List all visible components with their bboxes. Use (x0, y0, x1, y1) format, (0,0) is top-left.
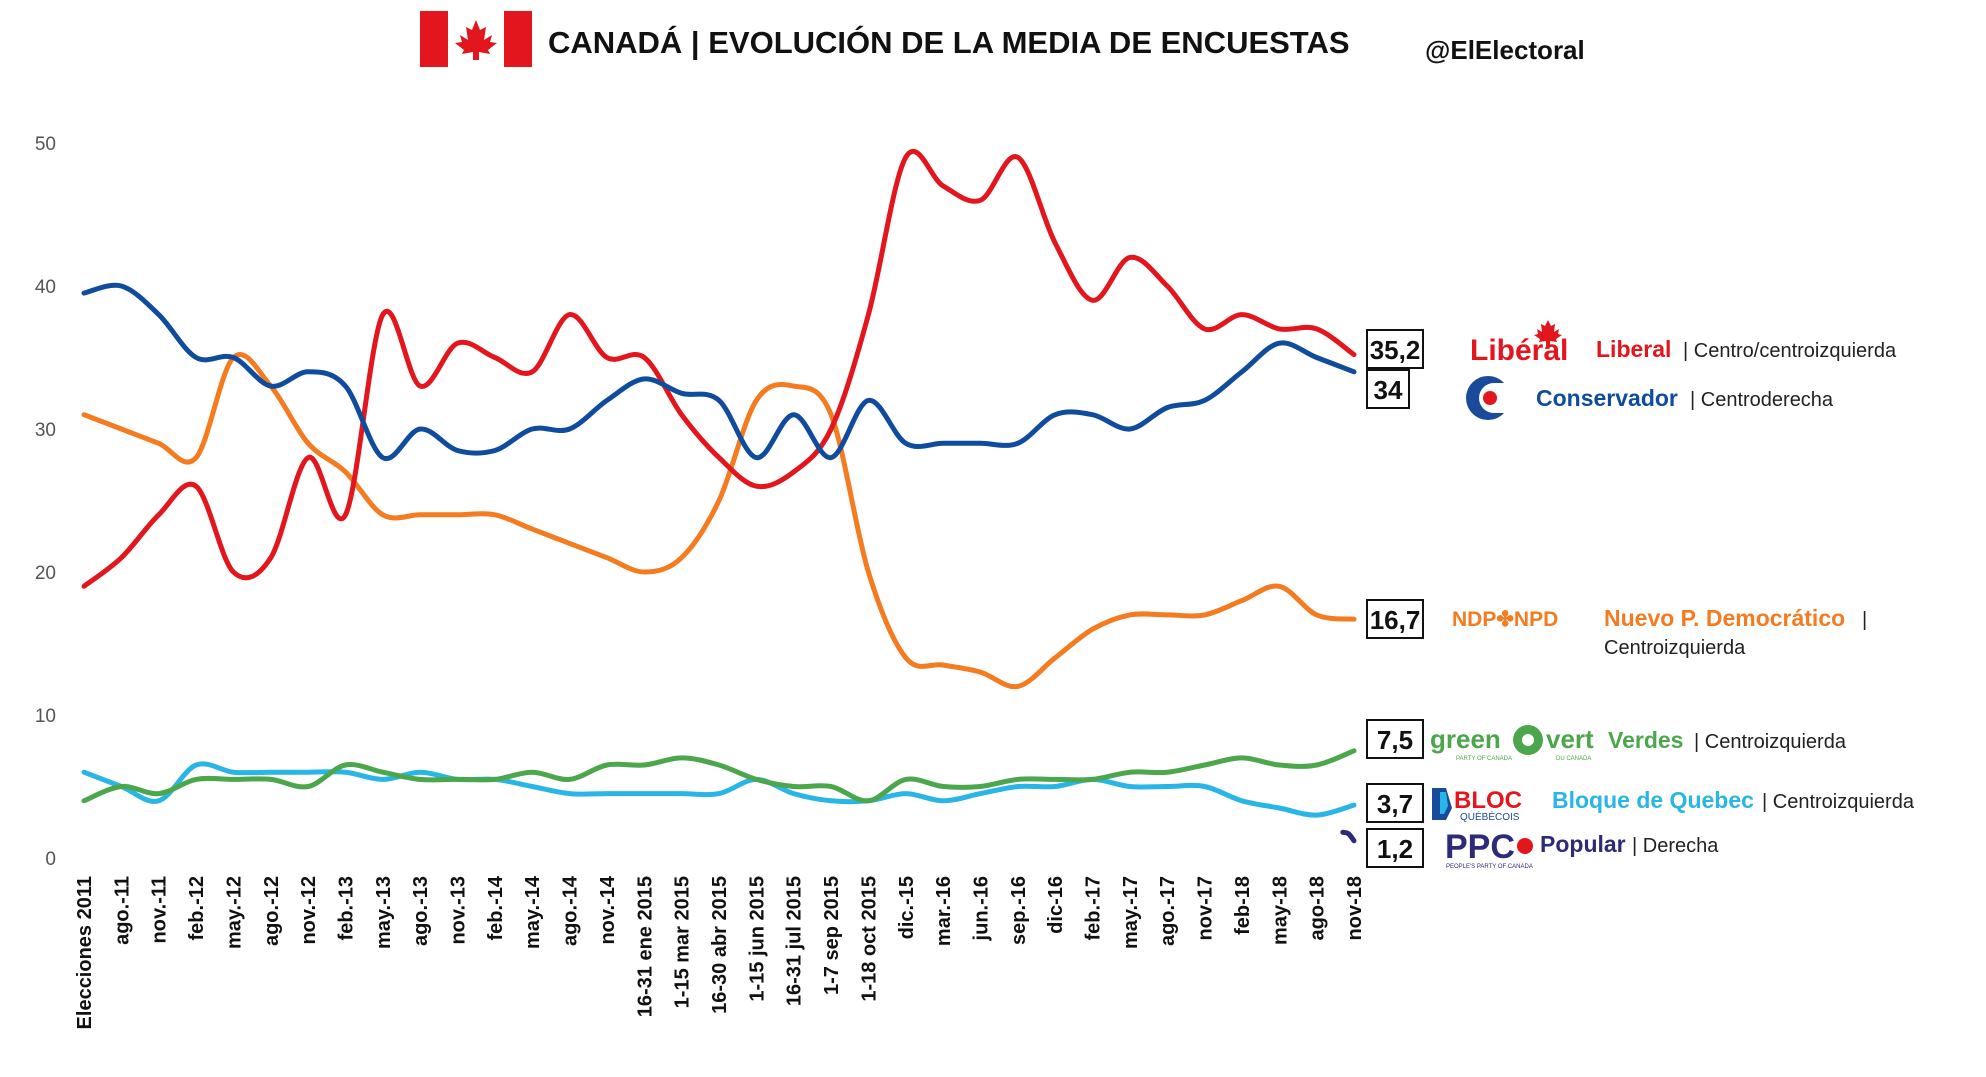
x-tick-label: ago.-13 (410, 876, 432, 946)
ppc-logo-sub: PEOPLE'S PARTY OF CANADA (1446, 864, 1533, 870)
x-tick-label: nov.-11 (149, 876, 171, 943)
bloc-logo-sub: QUÉBÉCOIS (1460, 810, 1520, 823)
y-tick-label: 30 (35, 420, 56, 441)
plot-area (81, 148, 1357, 844)
series-line-liberal (81, 148, 1357, 589)
x-tick-label: may.-12 (223, 876, 245, 949)
legend-verdes-name: Verdes (1608, 727, 1683, 753)
end-value-label: 35,2 (1370, 335, 1421, 365)
end-labels: 35,2 34 16,7 7,5 3,7 1,2 (1366, 329, 1424, 868)
x-tick-label: Elecciones 2011 (74, 876, 96, 1029)
liberal-logo-text: Libéral (1470, 334, 1568, 367)
ndp-logo: NDP✤NPD (1452, 608, 1558, 631)
end-value-box (1366, 783, 1424, 823)
x-tick-label: nov-17 (1195, 876, 1217, 940)
legend-ndp-desc2: Centroizquierda (1604, 637, 1746, 659)
x-tick-label: jun.-16 (970, 876, 992, 941)
green-logo-small: PARTY OF CANADA (1456, 756, 1512, 762)
series-line-nuevo-p-democr-tico (81, 352, 1357, 690)
x-tick-label: mar.-16 (933, 876, 955, 946)
end-value-label: 34 (1374, 375, 1403, 405)
legend-popular-desc: | Derecha (1632, 835, 1719, 857)
liberal-logo: Libéral (1470, 320, 1568, 367)
legend-ndp-name: Nuevo P. Democrático (1604, 605, 1845, 631)
end-value-box (1366, 719, 1424, 759)
chart-title: CANADÁ | EVOLUCIÓN DE LA MEDIA DE ENCUES… (548, 24, 1350, 60)
x-tick-label: feb.-14 (485, 875, 507, 940)
x-tick-label: sep.-16 (1008, 876, 1030, 945)
x-tick-label: ago.-12 (261, 876, 283, 946)
end-value-box (1366, 599, 1424, 639)
legend-bloque-desc: | Centroizquierda (1762, 791, 1915, 813)
legend-liberal-desc: | Centro/centroizquierda (1683, 340, 1897, 362)
x-tick-label: may-18 (1269, 876, 1291, 945)
y-tick-label: 10 (35, 706, 56, 727)
x-tick-label: nov-18 (1344, 876, 1366, 940)
y-tick-label: 50 (35, 134, 56, 155)
legend-conservador-name: Conservador (1536, 385, 1678, 411)
legend-bloque-name: Bloque de Quebec (1552, 787, 1754, 813)
legend: Libéral Liberal | Centro/centroizquierda… (1430, 320, 1915, 870)
x-tick-label: nov.-13 (448, 876, 470, 945)
x-tick-label: 1-15 jun 2015 (746, 876, 768, 1002)
x-tick-label: may.-13 (373, 876, 395, 949)
x-tick-label: dic-16 (1045, 876, 1067, 934)
end-value-box (1366, 828, 1424, 868)
legend-ndp-desc: | (1862, 609, 1867, 631)
x-tick-label: dic.-15 (896, 876, 918, 939)
y-axis: 0 10 20 30 40 50 (35, 134, 56, 870)
x-tick-label: ago.-14 (560, 875, 582, 946)
x-tick-label: nov.-12 (298, 876, 320, 945)
x-tick-label: nov.-14 (597, 875, 619, 944)
x-tick-label: may.-14 (522, 875, 544, 949)
x-tick-label: ago.-17 (1157, 876, 1179, 946)
y-tick-label: 20 (35, 563, 56, 584)
twitter-handle: @ElElectoral (1425, 35, 1585, 65)
green-logo: green PARTY OF CANADA vert DU CANADA (1430, 724, 1594, 762)
x-tick-label: ago-18 (1307, 876, 1329, 940)
y-tick-label: 40 (35, 277, 56, 298)
series-line-conservador (81, 282, 1357, 461)
x-tick-label: ago.-11 (111, 876, 133, 945)
x-tick-label: 1-7 sep 2015 (821, 876, 843, 995)
x-tick-label: 1-18 oct 2015 (858, 876, 880, 1002)
bloc-logo: BLOC QUÉBÉCOIS (1432, 787, 1522, 823)
x-tick-label: feb.-17 (1083, 876, 1105, 940)
legend-verdes-desc: | Centroizquierda (1694, 731, 1847, 753)
x-tick-label: 16-31 jul 2015 (784, 876, 806, 1006)
vert-logo-text: vert (1546, 724, 1594, 754)
x-tick-label: feb.-13 (335, 876, 357, 940)
end-value-box (1366, 369, 1410, 409)
x-tick-label: may.-17 (1120, 876, 1142, 949)
y-tick-label: 0 (45, 849, 56, 870)
x-tick-label: 16-30 abr 2015 (709, 876, 731, 1014)
series-line-popular (1340, 829, 1357, 844)
x-axis: Elecciones 2011 ago.-11 nov.-11 feb.-12 may.… (74, 875, 1366, 1029)
legend-conservador-desc: | Centroderecha (1690, 389, 1834, 411)
legend-popular-name: Popular (1540, 831, 1626, 857)
bloc-logo-text: BLOC (1454, 787, 1522, 814)
ppc-logo: PPC PEOPLE'S PARTY OF CANADA (1445, 828, 1533, 870)
x-tick-label: feb.-12 (186, 876, 208, 940)
legend-liberal-name: Liberal (1596, 336, 1671, 362)
x-tick-label: 1-15 mar 2015 (672, 876, 694, 1008)
end-value-label: 3,7 (1377, 789, 1413, 819)
x-tick-label: 16-31 ene 2015 (634, 876, 656, 1017)
conservative-logo (1466, 376, 1516, 420)
green-logo-text: green (1430, 724, 1501, 754)
ppc-logo-text: PPC (1445, 828, 1515, 866)
canada-flag-icon (420, 11, 532, 67)
x-tick-label: feb-18 (1232, 876, 1254, 935)
series-line-bloque-de-quebec (81, 761, 1357, 818)
end-value-box (1366, 329, 1424, 369)
end-value-label: 1,2 (1377, 834, 1413, 864)
end-value-label: 16,7 (1370, 605, 1421, 635)
end-value-label: 7,5 (1377, 725, 1413, 755)
series-line-verdes (81, 748, 1357, 804)
vert-logo-small: DU CANADA (1556, 756, 1591, 762)
